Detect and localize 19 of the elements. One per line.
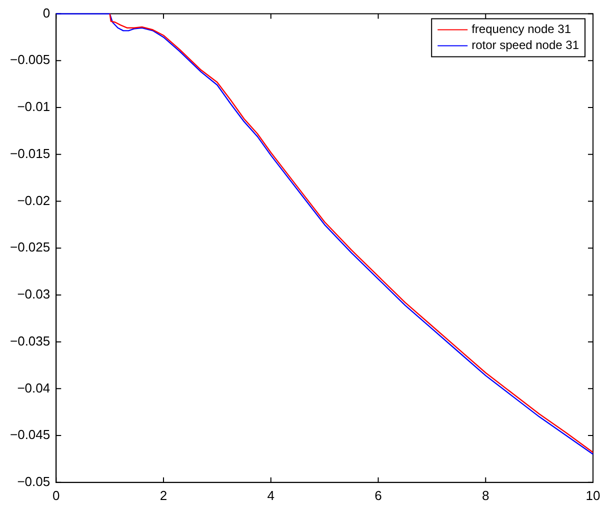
y-tick-label: −0.045 [10,427,50,442]
legend-label: rotor speed node 31 [472,38,580,52]
x-tick-label: 2 [160,488,168,503]
y-tick-label: −0.05 [17,474,50,489]
y-tick-label: −0.04 [17,380,50,396]
y-tick-label: −0.015 [10,146,50,161]
x-tick-label: 10 [586,488,600,503]
legend-label: frequency node 31 [472,22,572,36]
y-tick-label: −0.025 [10,240,50,255]
y-tick-label: −0.01 [17,99,50,114]
x-tick-label: 4 [267,488,274,503]
y-tick-label: −0.02 [17,192,50,208]
y-tick-label: −0.005 [10,52,50,68]
y-tick-label: −0.03 [17,286,50,302]
y-tick-label: −0.035 [10,333,50,348]
x-tick-label: 6 [374,488,382,503]
y-tick-label: 0 [42,5,50,20]
x-tick-label: 8 [482,488,490,503]
x-tick-label: 0 [52,488,60,503]
